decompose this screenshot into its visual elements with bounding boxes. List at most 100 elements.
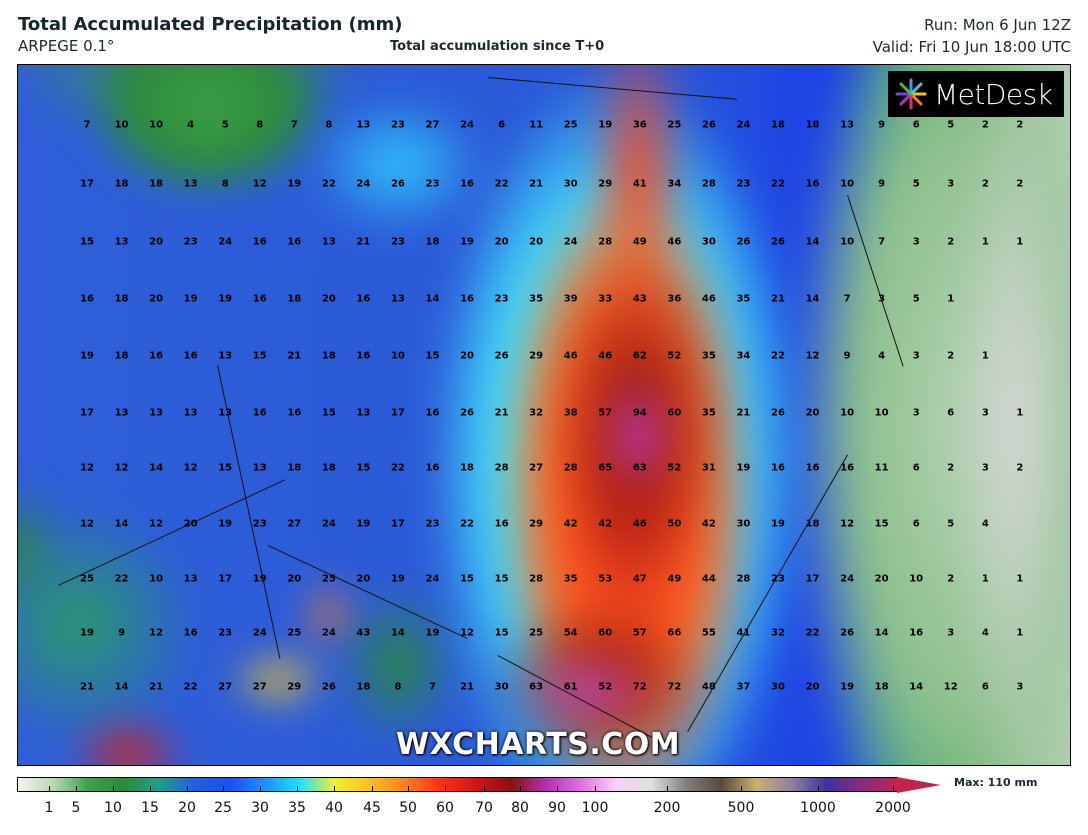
grid-value: 24: [252, 627, 267, 639]
grid-value: 15: [218, 462, 233, 474]
grid-value: 46: [701, 293, 716, 305]
colorbar-tick: [484, 786, 485, 792]
colorbar-tick-label: 500: [727, 800, 755, 816]
colorbar-tick: [76, 786, 77, 792]
grid-value: 57: [632, 627, 647, 639]
grid-value: 2: [981, 178, 989, 190]
grid-value: 52: [667, 350, 682, 362]
grid-value: 16: [805, 462, 820, 474]
grid-value: 16: [183, 350, 198, 362]
grid-value: 24: [218, 236, 233, 248]
grid-value: 60: [598, 627, 613, 639]
grid-value: 3: [947, 178, 955, 190]
grid-value: 26: [390, 178, 405, 190]
grid-value: 16: [149, 350, 164, 362]
grid-value: 20: [149, 293, 164, 305]
grid-value: 2: [1016, 462, 1024, 474]
grid-value: 63: [632, 462, 647, 474]
grid-value: 94: [632, 407, 647, 419]
metdesk-logo: MetDesk: [888, 71, 1064, 117]
grid-value: 72: [632, 681, 647, 693]
grid-value: 26: [840, 627, 855, 639]
grid-value: 60: [667, 407, 682, 419]
grid-value: 26: [771, 407, 785, 419]
grid-value: 6: [947, 407, 955, 419]
colorbar-tick-label: 200: [653, 800, 681, 816]
grid-value: 13: [149, 407, 164, 419]
grid-value: 27: [252, 681, 267, 693]
grid-value: 18: [321, 350, 336, 362]
grid-value: 31: [701, 462, 716, 474]
grid-value: 14: [805, 236, 820, 248]
grid-value: 19: [460, 236, 475, 248]
colorbar-tick-label: 1: [44, 800, 54, 816]
grid-value: 1: [981, 236, 989, 248]
grid-value: 22: [460, 518, 475, 530]
grid-value: 19: [425, 627, 440, 639]
grid-value: 18: [287, 462, 302, 474]
grid-value: 36: [667, 293, 682, 305]
grid-value: 19: [80, 627, 94, 639]
grid-value: 2: [1016, 178, 1024, 190]
grid-value: 25: [287, 627, 302, 639]
grid-value: 26: [460, 407, 475, 419]
grid-value: 22: [494, 178, 509, 190]
grid-value: 46: [667, 236, 682, 248]
grid-value: 18: [425, 236, 440, 248]
grid-value: 9: [843, 350, 851, 362]
grid-value: 30: [701, 236, 716, 248]
grid-value: 30: [736, 518, 751, 530]
colorbar-tick: [260, 786, 261, 792]
grid-value: 13: [321, 236, 336, 248]
grid-value: 10: [874, 407, 889, 419]
grid-value: 11: [874, 462, 889, 474]
grid-value: 20: [460, 350, 475, 362]
colorbar-tick-label: 1000: [800, 800, 836, 816]
grid-value: 16: [287, 407, 302, 419]
grid-value: 6: [912, 119, 920, 131]
grid-value: 20: [494, 236, 509, 248]
grid-value: 20: [287, 573, 302, 585]
grid-value: 19: [840, 681, 855, 693]
colorbar-tick: [297, 786, 298, 792]
grid-value: 22: [805, 627, 820, 639]
grid-value: 3: [981, 462, 989, 474]
grid-value: 7: [843, 293, 851, 305]
grid-value: 15: [494, 627, 509, 639]
grid-value: 10: [114, 119, 129, 131]
grid-value: 16: [252, 293, 267, 305]
grid-value: 27: [287, 518, 302, 530]
grid-value: 5: [947, 518, 955, 530]
grid-value: 19: [736, 462, 751, 474]
grid-value: 53: [598, 573, 613, 585]
starburst-logo-icon: [895, 78, 927, 110]
grid-value: 23: [425, 518, 440, 530]
grid-value: 18: [805, 518, 820, 530]
grid-value: 3: [912, 236, 920, 248]
grid-value: 35: [563, 573, 578, 585]
grid-value: 21: [356, 236, 371, 248]
grid-value: 4: [878, 350, 886, 362]
grid-value: 24: [563, 236, 578, 248]
grid-value: 16: [356, 350, 371, 362]
grid-value: 15: [874, 518, 889, 530]
grid-value: 26: [771, 236, 785, 248]
grid-value: 12: [943, 681, 958, 693]
colorbar-tick: [557, 786, 558, 792]
grid-value: 6: [912, 518, 920, 530]
grid-value: 16: [460, 293, 475, 305]
grid-value: 20: [183, 518, 198, 530]
grid-value: 10: [840, 407, 855, 419]
colorbar-tick: [372, 786, 373, 792]
grid-value: 10: [390, 350, 405, 362]
grid-value: 17: [390, 407, 405, 419]
grid-value: 15: [356, 462, 371, 474]
grid-value: 15: [460, 573, 475, 585]
grid-value: 6: [912, 462, 920, 474]
grid-value: 12: [149, 518, 164, 530]
grid-value: 29: [598, 178, 613, 190]
grid-value: 13: [218, 407, 233, 419]
grid-value: 13: [183, 573, 198, 585]
grid-value: 15: [321, 407, 336, 419]
logo-text: MetDesk: [934, 77, 1053, 111]
